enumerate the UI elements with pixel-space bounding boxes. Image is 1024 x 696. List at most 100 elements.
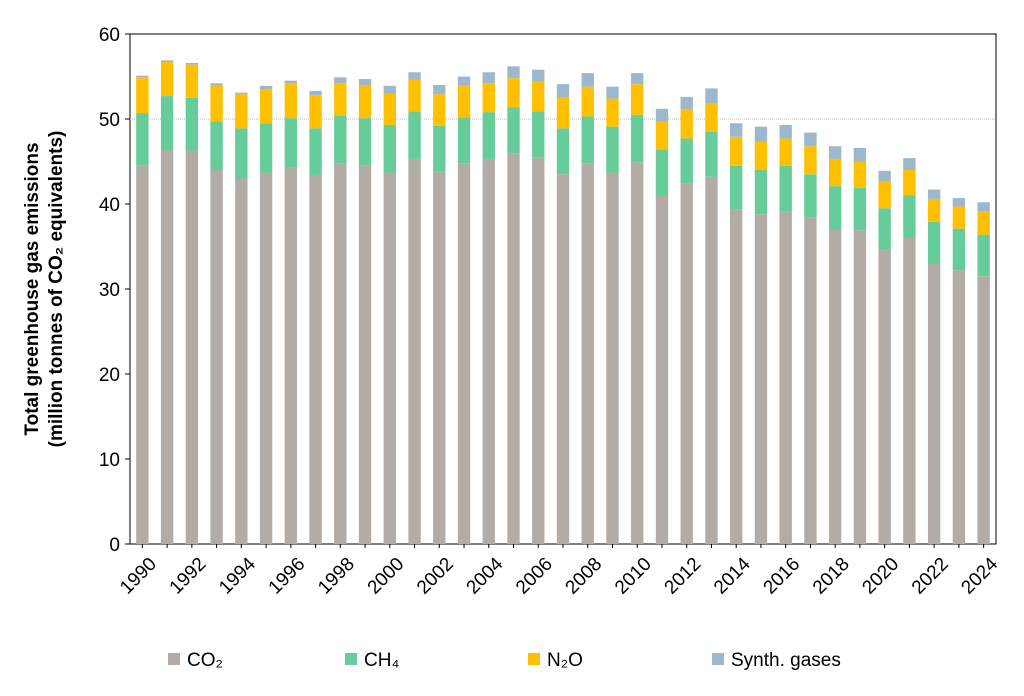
bar-synth-gases-1994 bbox=[235, 92, 248, 95]
bar-ch4-2001 bbox=[408, 111, 421, 159]
bar-synth-gases-2000 bbox=[383, 85, 396, 94]
x-tick-label: 2020 bbox=[858, 554, 903, 599]
bar-co2-1996 bbox=[284, 167, 298, 544]
bar-ch4-2020 bbox=[878, 208, 891, 250]
bar-n2o-2022 bbox=[927, 198, 941, 222]
bar-ch4-2004 bbox=[482, 112, 495, 159]
bar-ch4-2022 bbox=[927, 221, 941, 264]
bar-synth-gases-2006 bbox=[532, 69, 545, 82]
y-tick-label: 20 bbox=[99, 365, 120, 386]
bar-n2o-2006 bbox=[532, 81, 545, 112]
bar-n2o-2021 bbox=[903, 170, 916, 196]
bar-co2-2014 bbox=[730, 209, 743, 544]
x-tick-label: 1994 bbox=[215, 553, 260, 598]
bar-ch4-2013 bbox=[705, 131, 718, 177]
bar-n2o-2007 bbox=[556, 97, 570, 129]
bar-co2-2010 bbox=[631, 162, 644, 544]
bar-co2-2021 bbox=[903, 238, 916, 544]
x-tick-label: 2022 bbox=[908, 554, 953, 599]
bar-ch4-1996 bbox=[284, 118, 298, 168]
bar-ch4-2017 bbox=[804, 174, 817, 218]
bar-co2-2007 bbox=[556, 174, 570, 544]
bar-ch4-2024 bbox=[977, 234, 990, 277]
bar-ch4-2006 bbox=[532, 111, 545, 158]
bar-synth-gases-2015 bbox=[754, 126, 768, 142]
bar-ch4-2018 bbox=[828, 186, 842, 230]
x-tick-label: 1990 bbox=[116, 554, 161, 599]
bar-ch4-1995 bbox=[259, 123, 273, 173]
bar-synth-gases-1990 bbox=[136, 75, 149, 78]
bar-n2o-2010 bbox=[631, 84, 644, 115]
bar-co2-2009 bbox=[606, 172, 619, 545]
bar-synth-gases-2011 bbox=[655, 108, 669, 122]
bar-synth-gases-1996 bbox=[284, 80, 298, 84]
bar-co2-2005 bbox=[507, 153, 520, 544]
bar-n2o-1996 bbox=[284, 83, 298, 119]
y-axis-subtitle: (million tonnes of CO₂ equivalents) bbox=[46, 131, 67, 448]
bar-ch4-1990 bbox=[136, 113, 149, 166]
bar-n2o-2020 bbox=[878, 181, 891, 209]
bar-ch4-2002 bbox=[433, 125, 446, 172]
bar-ch4-2014 bbox=[730, 165, 743, 210]
bar-ch4-2012 bbox=[680, 138, 693, 184]
bar-synth-gases-2019 bbox=[853, 147, 867, 162]
bar-n2o-2002 bbox=[433, 94, 446, 126]
bar-synth-gases-2014 bbox=[730, 123, 743, 137]
y-tick-label: 0 bbox=[109, 535, 120, 556]
bar-ch4-1992 bbox=[185, 97, 199, 151]
bar-synth-gases-2007 bbox=[556, 84, 570, 98]
bar-ch4-1994 bbox=[235, 128, 248, 179]
bar-n2o-1997 bbox=[309, 95, 322, 129]
bar-synth-gases-1992 bbox=[185, 62, 199, 65]
bar-synth-gases-2016 bbox=[779, 124, 792, 139]
bar-n2o-1999 bbox=[358, 85, 372, 119]
bar-co2-2012 bbox=[680, 183, 693, 544]
bar-ch4-2021 bbox=[903, 195, 916, 238]
bar-n2o-2008 bbox=[581, 86, 594, 117]
bar-synth-gases-1995 bbox=[259, 85, 273, 90]
bar-ch4-2010 bbox=[631, 114, 644, 163]
bar-synth-gases-1999 bbox=[358, 79, 372, 85]
bar-co2-2011 bbox=[655, 195, 669, 544]
bar-n2o-2013 bbox=[705, 103, 718, 132]
bar-co2-1992 bbox=[185, 150, 199, 544]
x-tick-label: 2024 bbox=[957, 553, 1002, 598]
bar-n2o-1992 bbox=[185, 64, 199, 98]
bar-ch4-2003 bbox=[457, 117, 471, 164]
y-axis-title: Total greenhouse gas emissions bbox=[22, 142, 43, 435]
y-tick-label: 60 bbox=[99, 25, 120, 46]
x-tick-label: 2010 bbox=[611, 554, 656, 599]
bar-n2o-2001 bbox=[408, 79, 421, 112]
bar-n2o-2009 bbox=[606, 98, 619, 127]
bar-synth-gases-1998 bbox=[334, 77, 347, 84]
bar-ch4-1999 bbox=[358, 118, 372, 166]
bar-n2o-2019 bbox=[853, 161, 867, 188]
x-tick-label: 1998 bbox=[314, 554, 359, 599]
bar-n2o-2011 bbox=[655, 121, 669, 150]
bar-co2-2022 bbox=[927, 263, 941, 544]
bar-synth-gases-2005 bbox=[507, 66, 520, 79]
x-tick-label: 2008 bbox=[562, 554, 607, 599]
bar-synth-gases-2022 bbox=[927, 189, 941, 199]
bar-ch4-2000 bbox=[383, 124, 396, 173]
bar-synth-gases-2009 bbox=[606, 86, 619, 99]
bar-co2-1997 bbox=[309, 175, 322, 544]
legend-label: Synth. gases bbox=[731, 650, 841, 671]
bar-co2-1999 bbox=[358, 165, 372, 544]
bar-n2o-2017 bbox=[804, 146, 817, 175]
y-tick-label: 40 bbox=[99, 195, 120, 216]
bar-synth-gases-2023 bbox=[952, 198, 966, 207]
bar-synth-gases-1993 bbox=[210, 83, 223, 86]
legend-swatch bbox=[712, 653, 724, 665]
bar-ch4-1993 bbox=[210, 121, 223, 170]
bar-n2o-2024 bbox=[977, 211, 990, 235]
bar-synth-gases-2013 bbox=[705, 88, 718, 104]
legend-label: CH₄ bbox=[364, 650, 399, 671]
bar-co2-2017 bbox=[804, 217, 817, 544]
bar-synth-gases-2017 bbox=[804, 132, 817, 147]
bar-ch4-1991 bbox=[160, 96, 174, 151]
x-tick-label: 2006 bbox=[512, 554, 557, 599]
bar-co2-1993 bbox=[210, 170, 223, 544]
